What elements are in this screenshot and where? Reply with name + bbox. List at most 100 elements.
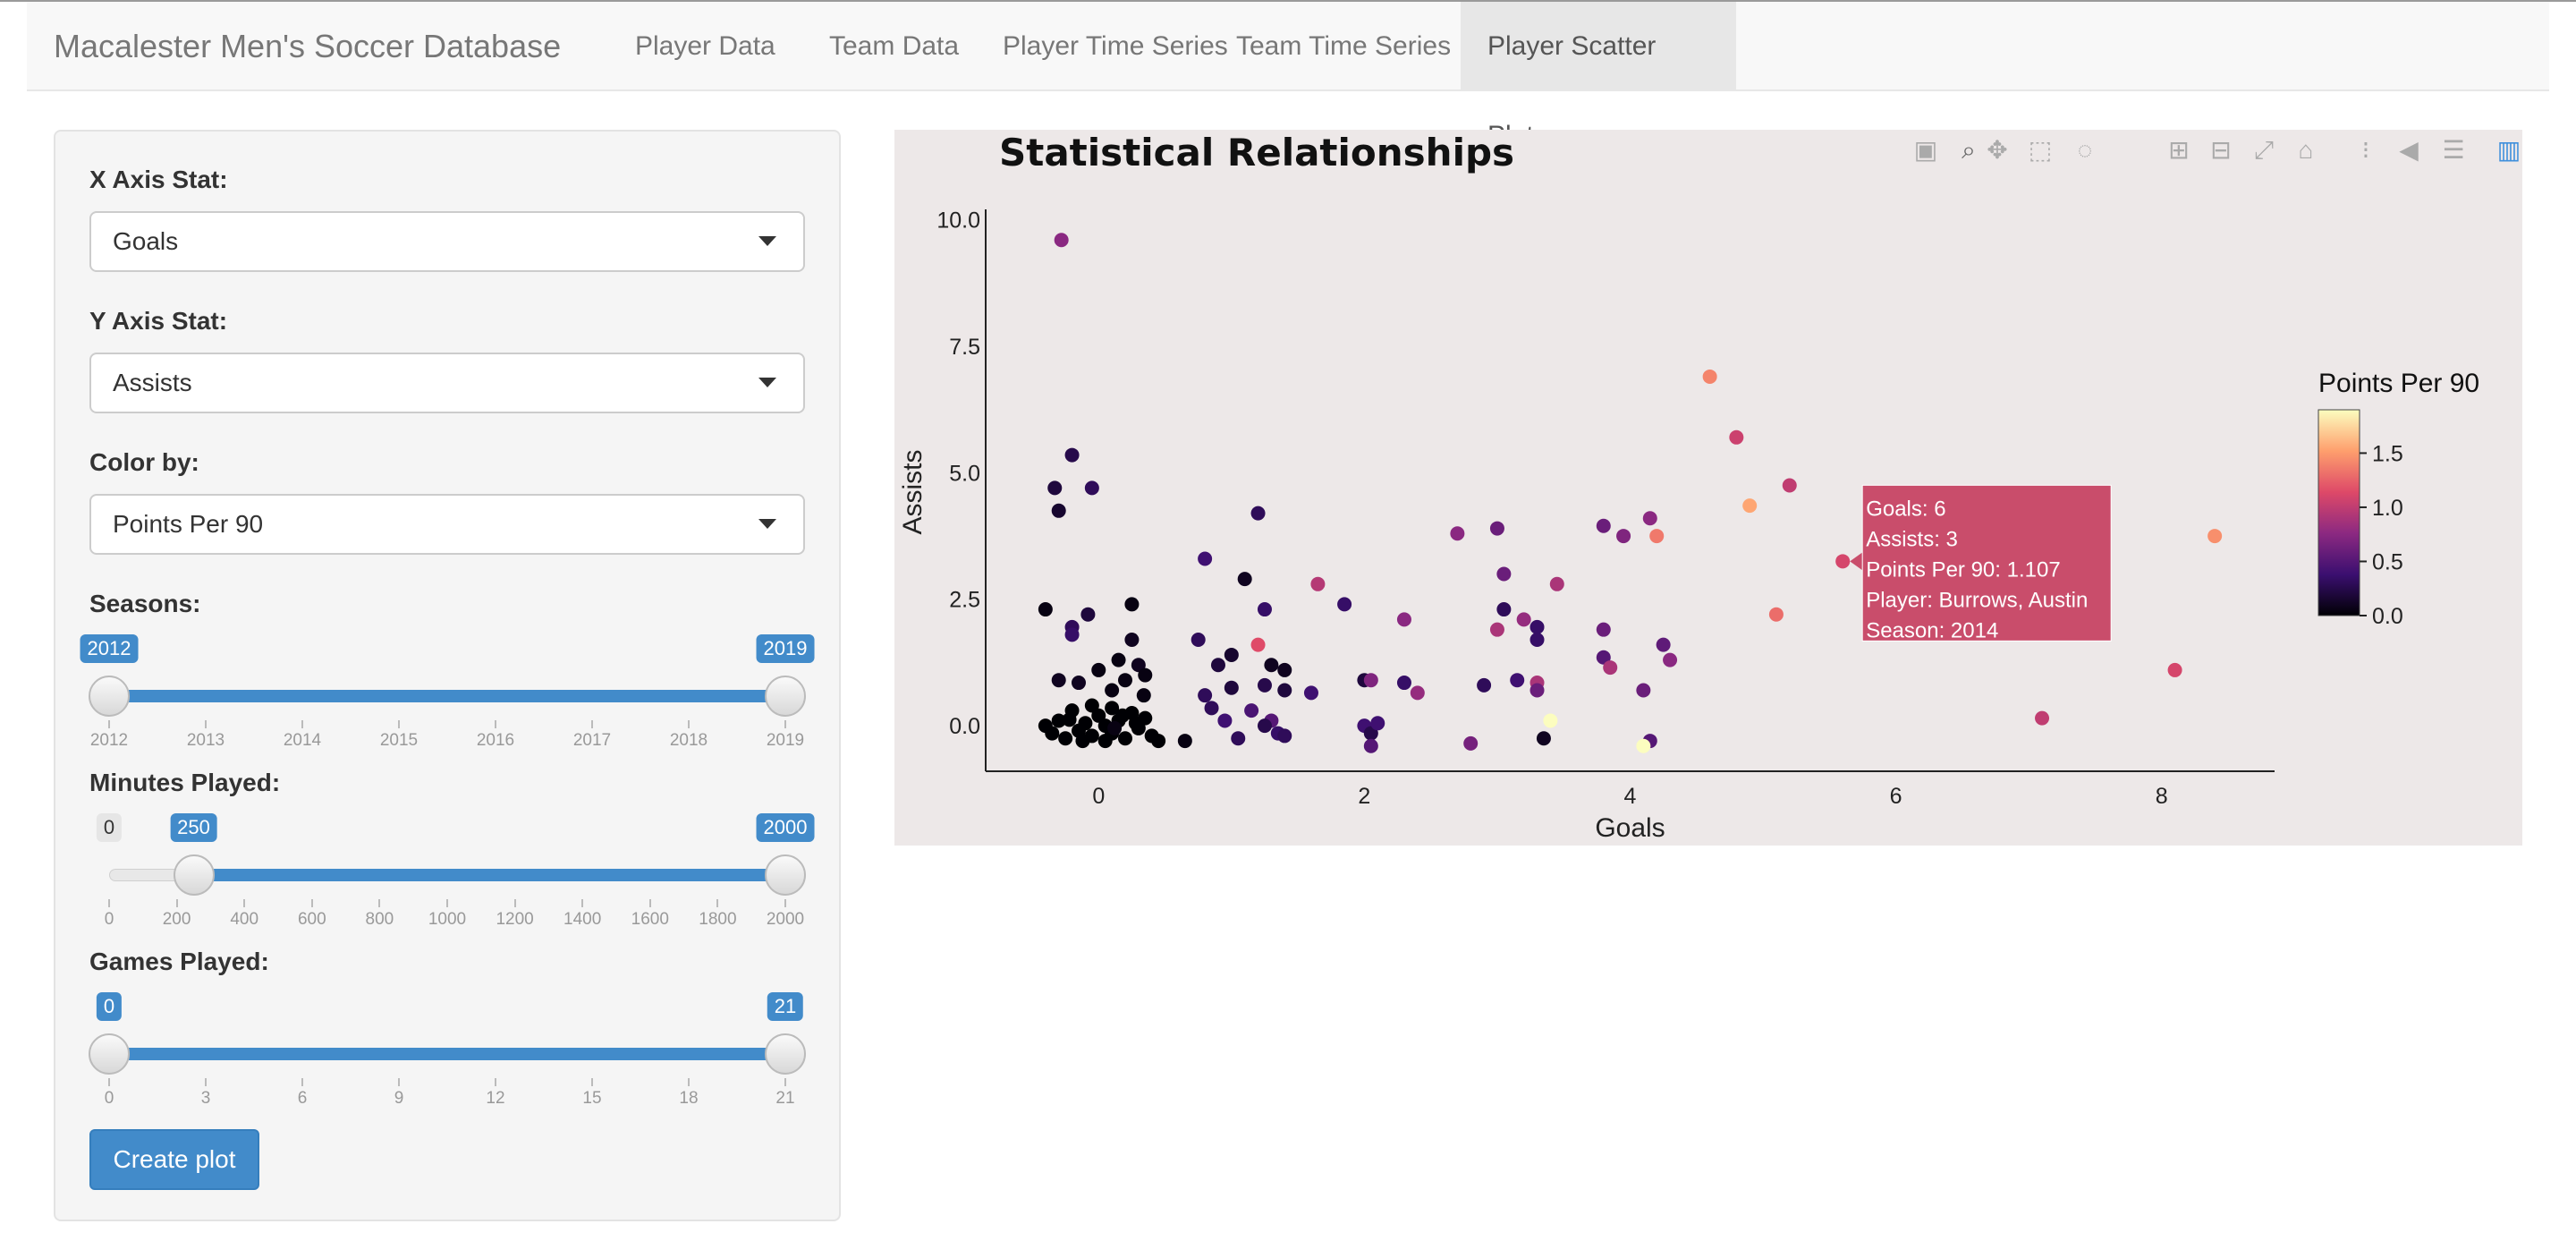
plotly-logo-icon[interactable]: ▥ [2496,136,2521,164]
zoom-icon[interactable]: ⌕ [1962,136,1976,164]
data-point[interactable] [1124,597,1140,612]
data-point[interactable] [1616,529,1631,544]
data-point[interactable] [1729,429,1744,445]
pan-icon[interactable]: ✥ [1987,136,2008,164]
data-point[interactable] [1530,619,1545,634]
data-point[interactable] [1496,566,1512,582]
data-point[interactable] [1051,503,1066,518]
data-point[interactable] [1136,688,1151,703]
data-point[interactable] [1303,685,1318,701]
data-point[interactable] [1128,716,1143,731]
data-point[interactable] [1450,526,1465,541]
hover-closest-icon[interactable]: ◀ [2399,136,2419,164]
color-by-select[interactable]: Points Per 90 [89,494,805,555]
data-point[interactable] [1115,708,1131,723]
data-point[interactable] [1051,713,1066,728]
data-point[interactable] [1051,673,1066,688]
zoom-out-icon[interactable]: ⊟ [2210,136,2232,164]
data-point[interactable] [1078,716,1093,731]
slider-handle-to[interactable] [765,1033,806,1075]
data-point[interactable] [1516,612,1531,627]
data-point[interactable] [1058,731,1073,746]
slider-handle-from[interactable] [89,1033,130,1075]
data-point[interactable] [1224,680,1239,695]
data-point[interactable] [1596,650,1611,665]
data-point[interactable] [1370,716,1385,731]
camera-icon[interactable]: ▣ [1913,136,1938,164]
data-point[interactable] [1363,726,1378,741]
data-point[interactable] [1363,673,1378,688]
data-point[interactable] [1138,667,1153,683]
data-point[interactable] [1489,622,1504,637]
data-point[interactable] [1045,726,1060,741]
y-axis-select[interactable]: Assists [89,353,805,413]
data-point[interactable] [1768,607,1784,622]
data-point[interactable] [1510,673,1525,688]
data-point[interactable] [1477,677,1492,693]
scatter-plot-svg[interactable]: Statistical Relationships 0 2 4 6 8 0.0 2.5 5.0 7… [894,130,2522,846]
data-point[interactable] [1310,576,1326,591]
data-point[interactable] [1264,658,1279,673]
data-point[interactable] [1091,662,1106,677]
autoscale-icon[interactable]: ⤢ [2253,136,2275,164]
data-point[interactable] [1097,734,1113,749]
data-point[interactable] [1250,506,1266,521]
data-point[interactable] [1151,734,1166,749]
data-point[interactable] [1277,728,1292,744]
data-point[interactable] [1191,632,1206,647]
data-point[interactable] [1257,718,1272,734]
data-point[interactable] [1410,685,1425,701]
data-point[interactable] [1084,480,1099,496]
data-point[interactable] [1131,658,1146,673]
lasso-icon[interactable]: ◌ [2077,136,2093,164]
data-point[interactable] [1642,511,1657,526]
data-point[interactable] [1177,734,1192,749]
data-point[interactable] [1596,622,1611,637]
data-point[interactable] [1080,607,1096,622]
data-point[interactable] [1257,677,1272,693]
data-point[interactable] [1038,602,1053,617]
slider-handle-from[interactable] [89,676,130,717]
data-point[interactable] [1656,637,1671,652]
data-point[interactable] [1062,712,1077,727]
data-point[interactable] [2167,662,2182,677]
data-point[interactable] [1198,551,1213,566]
data-point[interactable] [1649,529,1665,544]
data-point[interactable] [1337,597,1352,612]
data-point[interactable] [1054,233,1069,248]
data-point[interactable] [1596,518,1611,533]
data-point[interactable] [1105,701,1120,716]
spike-lines-icon[interactable]: ⁝ [2361,136,2370,164]
data-point[interactable] [1117,731,1132,746]
data-point[interactable] [1071,676,1086,691]
data-point[interactable] [1463,735,1479,751]
create-plot-button[interactable]: Create plot [89,1129,259,1190]
data-point[interactable] [1363,738,1378,753]
tab-player-scatter-plots[interactable]: Player Scatter Plots [1461,2,1736,150]
navbar-brand[interactable]: Macalester Men's Soccer Database [54,28,562,64]
data-point[interactable] [1257,602,1272,617]
data-point[interactable] [1549,576,1564,591]
data-point[interactable] [1396,612,1411,627]
data-point[interactable] [1530,632,1545,647]
reset-axes-icon[interactable]: ⌂ [2298,136,2314,164]
data-point[interactable] [1111,652,1126,667]
data-point[interactable] [1636,683,1651,698]
data-point[interactable] [1237,572,1252,587]
data-point[interactable] [1064,447,1080,463]
tab-player-time-series[interactable]: Player Time Series [1003,31,1228,61]
data-point[interactable] [1536,731,1551,746]
data-point[interactable] [1107,720,1123,735]
data-point[interactable] [1702,369,1717,384]
data-point[interactable] [1210,658,1225,673]
data-point[interactable] [1075,734,1090,749]
data-point[interactable] [1217,713,1233,728]
data-point[interactable] [1496,602,1512,617]
slider-handle-to[interactable] [765,676,806,717]
tab-player-data[interactable]: Player Data [635,31,775,61]
data-point[interactable] [1124,632,1140,647]
data-point[interactable] [1663,652,1678,667]
data-point[interactable] [1198,688,1213,703]
data-point[interactable] [2207,529,2223,544]
slider-handle-from[interactable] [173,854,215,896]
